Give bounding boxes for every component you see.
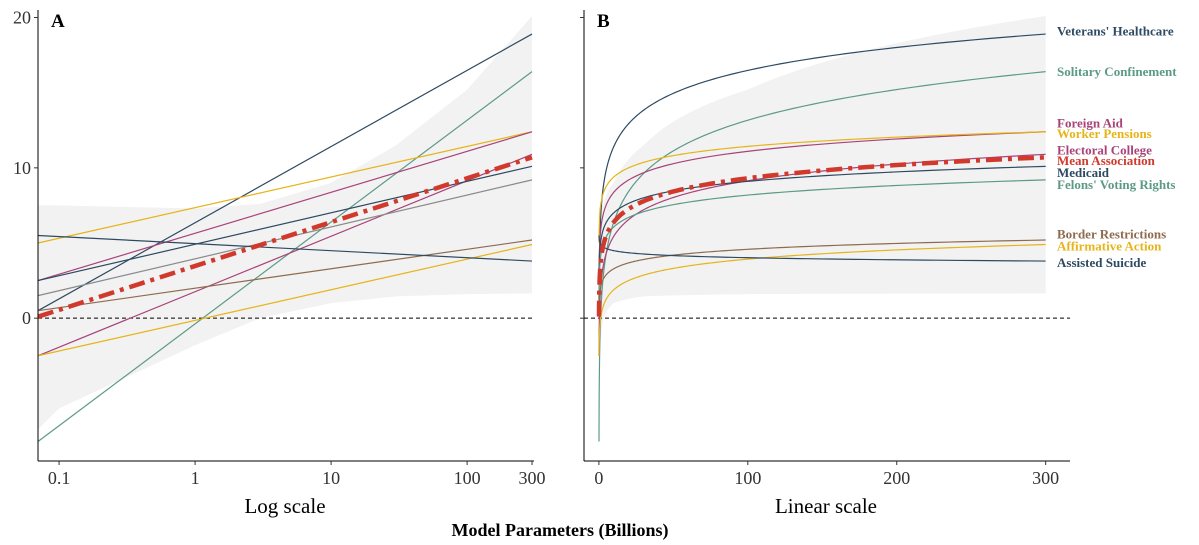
series-line-mean-association xyxy=(37,155,533,319)
x-axis-title-b: Linear scale xyxy=(775,494,877,518)
series-label-worker-pensions: Worker Pensions xyxy=(1057,126,1152,141)
series-line-worker-pensions xyxy=(598,131,1046,244)
series-label-foreign-aid: Foreign Aid xyxy=(1057,115,1124,130)
series-line-mean-association xyxy=(596,155,1046,319)
x-tick-label: 0.1 xyxy=(48,468,71,488)
x-axis-title-a: Log scale xyxy=(244,494,325,518)
x-tick-label: 1 xyxy=(191,468,200,488)
y-tick-label: 10 xyxy=(13,158,31,178)
x-tick-label: 100 xyxy=(454,468,481,488)
panel-a: 0 10 20 0.1 1 10 100 300 A Log scale xyxy=(13,8,546,518)
series-label-solitary-confinement: Solitary Confinement xyxy=(1057,64,1177,79)
series-label-medicaid: Medicaid xyxy=(1057,165,1110,180)
series-line-foreign-aid xyxy=(37,131,533,282)
series-line-assisted-suicide xyxy=(37,234,533,262)
panel-letter-b: B xyxy=(597,11,610,32)
series-label-border-restrictions: Border Restrictions xyxy=(1057,226,1166,241)
x-tick-label: 300 xyxy=(519,468,546,488)
x-tick-label: 0 xyxy=(594,468,603,488)
series-line-medicaid xyxy=(37,165,533,282)
x-tick-label: 10 xyxy=(322,468,340,488)
x-tick-label: 100 xyxy=(734,468,761,488)
series-line-worker-pensions xyxy=(37,131,533,244)
y-tick-label: 0 xyxy=(22,308,31,328)
series-line-affirmative-action xyxy=(37,243,533,357)
series-label-assisted-suicide: Assisted Suicide xyxy=(1057,255,1146,270)
series-label-felons-voting-rights: Felons' Voting Rights xyxy=(1057,177,1175,192)
panel-b: 0 100 200 300 Veterans' Healthcare Solitary … xyxy=(580,10,1177,518)
series-label-mean-association: Mean Association xyxy=(1057,153,1156,168)
series-line-affirmative-action xyxy=(598,243,1046,356)
series-line-border-restrictions xyxy=(598,239,1046,311)
series-line-veterans-healthcare xyxy=(37,33,533,312)
figure-x-title: Model Parameters (Billions) xyxy=(452,520,669,541)
series-label-electoral-college: Electoral College xyxy=(1057,142,1152,157)
series-line-border-restrictions xyxy=(37,239,533,312)
confidence-ribbon xyxy=(599,16,1046,430)
panel-letter-a: A xyxy=(51,11,65,32)
series-label-veterans-healthcare: Veterans' Healthcare xyxy=(1057,24,1174,39)
x-tick-label: 200 xyxy=(883,468,910,488)
x-tick-label: 300 xyxy=(1032,468,1059,488)
series-line-electoral-college xyxy=(598,153,1046,356)
series-line-solitary-confinement xyxy=(37,71,533,442)
series-label-affirmative-action: Affirmative Action xyxy=(1057,239,1162,254)
series-line-electoral-college xyxy=(37,153,533,357)
confidence-ribbon xyxy=(38,16,532,430)
series-line-assisted-suicide xyxy=(598,235,1046,262)
y-tick-label: 20 xyxy=(13,8,31,28)
